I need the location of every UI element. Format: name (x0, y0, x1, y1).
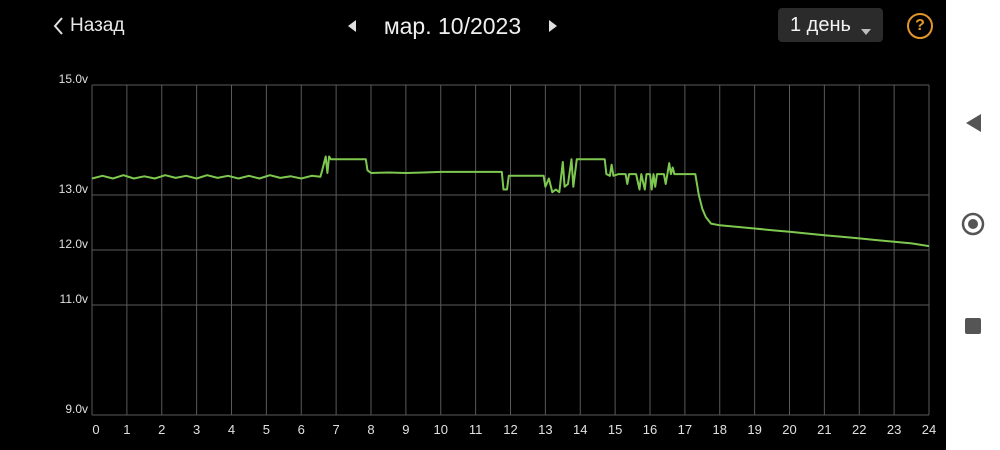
help-button[interactable]: ? (907, 13, 933, 39)
x-tick-label: 6 (298, 422, 305, 437)
chevron-left-icon (52, 16, 64, 36)
triangle-left-icon (966, 114, 981, 132)
x-tick-label: 12 (503, 422, 517, 437)
x-tick-label: 13 (538, 422, 552, 437)
x-tick-label: 15 (608, 422, 622, 437)
date-label: мар. 10/2023 (383, 12, 522, 39)
x-tick-label: 19 (747, 422, 761, 437)
y-tick-label: 13.0v (59, 182, 88, 196)
x-tick-label: 11 (469, 422, 483, 437)
date-navigator: мар. 10/2023 (345, 10, 560, 42)
x-tick-label: 4 (228, 422, 235, 437)
nav-home-button[interactable] (946, 204, 1000, 244)
prev-date-button[interactable] (345, 16, 359, 36)
y-tick-label: 12.0v (59, 237, 88, 251)
app-screen: Назад мар. 10/2023 1 день ? 0 1 2 3 4 5 6 7 8 9 10… (52, 8, 937, 437)
y-tick-label: 9.0v (65, 402, 88, 416)
y-tick-label: 15.0v (59, 72, 88, 86)
back-label: Назад (70, 15, 125, 36)
nav-back-button[interactable] (946, 103, 1000, 143)
x-tick-label: 20 (782, 422, 796, 437)
next-date-button[interactable] (546, 16, 560, 36)
period-dropdown[interactable]: 1 день (778, 8, 883, 42)
circle-home-icon (961, 212, 985, 236)
x-tick-label: 14 (573, 422, 587, 437)
x-tick-label: 24 (922, 422, 936, 437)
question-circle-icon: ? (915, 17, 925, 34)
triangle-right-icon (548, 20, 557, 32)
x-tick-label: 3 (193, 422, 200, 437)
x-tick-label: 23 (887, 422, 901, 437)
x-tick-label: 8 (367, 422, 374, 437)
system-nav-bar (946, 0, 1000, 450)
back-button[interactable]: Назад (52, 12, 124, 40)
x-tick-label: 9 (402, 422, 409, 437)
x-tick-label: 10 (434, 422, 448, 437)
x-tick-label: 0 (92, 422, 99, 437)
voltage-chart: 0 1 2 3 4 5 6 7 8 9 10 11 12 13 14 15 16 17 18 19 20 21 22 23 24… (59, 72, 937, 437)
x-tick-label: 2 (158, 422, 165, 437)
x-tick-label: 22 (852, 422, 866, 437)
voltage-series-line (91, 155, 930, 248)
x-tick-label: 1 (123, 422, 130, 437)
caret-down-icon (861, 22, 871, 40)
x-tick-label: 17 (678, 422, 692, 437)
x-tick-label: 5 (263, 422, 270, 437)
x-tick-label: 18 (713, 422, 727, 437)
period-label: 1 день (790, 13, 851, 36)
x-tick-label: 7 (333, 422, 340, 437)
y-tick-label: 11.0v (60, 292, 88, 306)
x-tick-label: 16 (643, 422, 657, 437)
nav-recent-button[interactable] (946, 306, 1000, 346)
triangle-left-icon (348, 20, 356, 32)
square-recent-icon (965, 318, 981, 334)
x-tick-label: 21 (817, 422, 831, 437)
